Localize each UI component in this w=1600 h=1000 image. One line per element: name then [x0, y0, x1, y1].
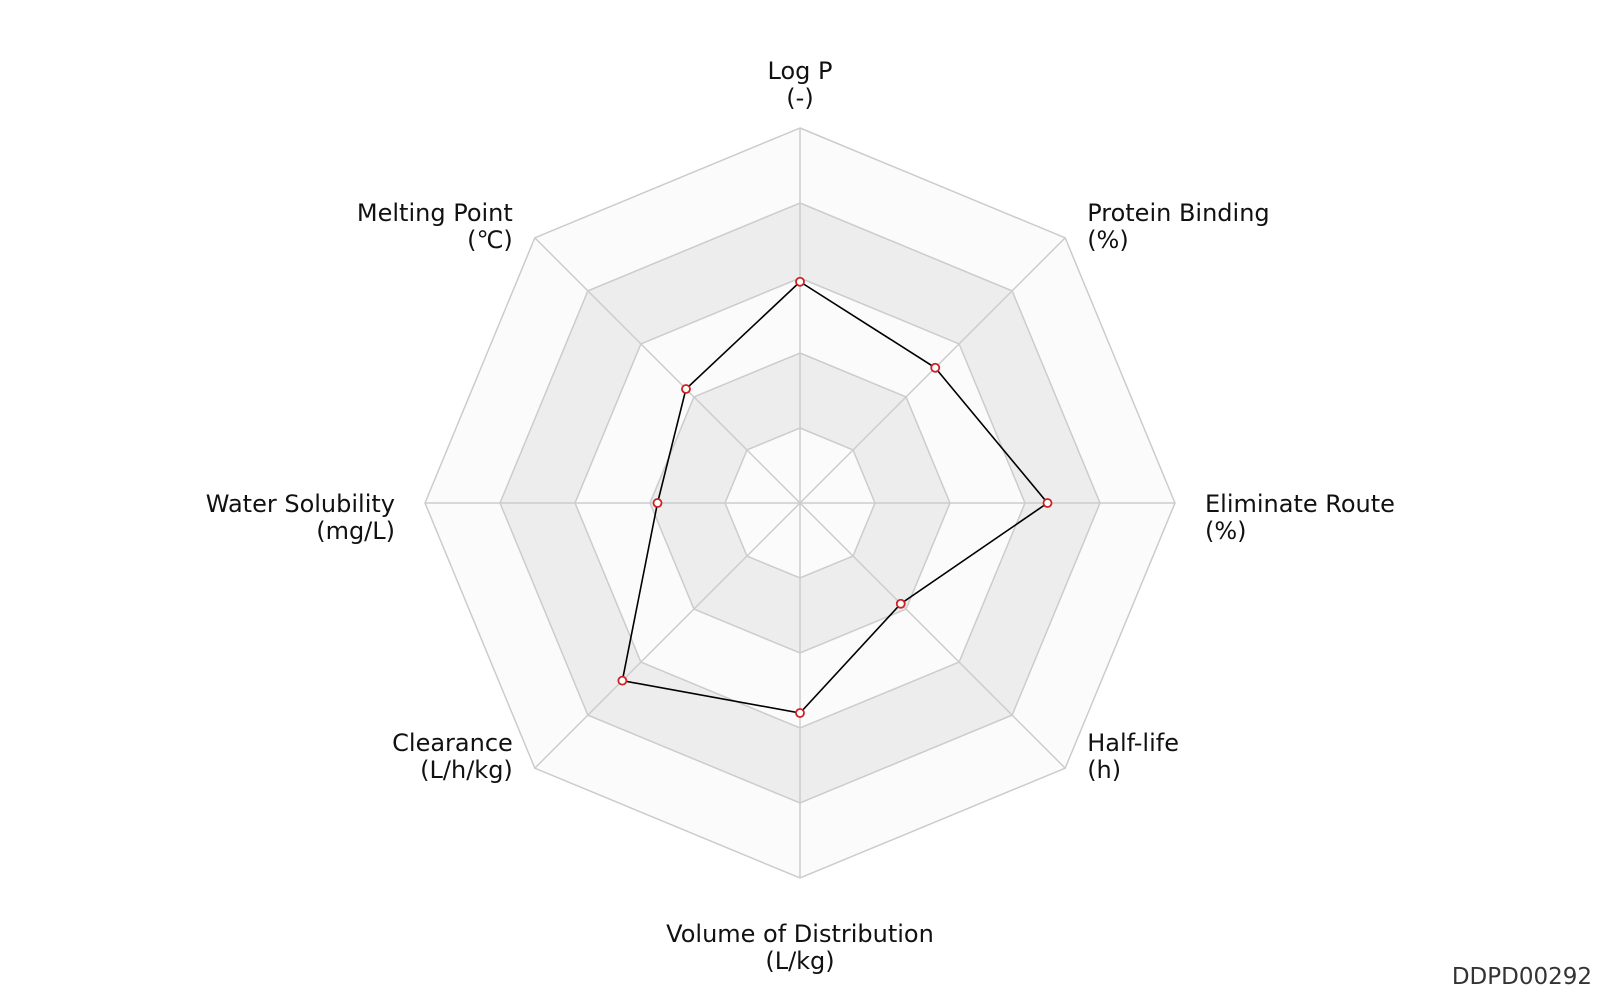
- axis-label-half-life: Half-life: [1087, 729, 1179, 757]
- radar-spokes: [425, 128, 1175, 878]
- data-point-4: [895, 598, 906, 609]
- data-point-7: [652, 498, 663, 508]
- axis-label-water-solubility: Water Solubility: [206, 490, 395, 518]
- axis-unit-protein-binding: (%): [1087, 226, 1129, 254]
- axis-unit-log-p: (-): [786, 84, 813, 112]
- axis-label-log-p: Log P: [768, 57, 833, 85]
- spoke-6: [534, 502, 801, 769]
- data-point-2: [930, 362, 941, 373]
- axis-label-protein-binding: Protein Binding: [1087, 199, 1269, 227]
- axis-label-clearance: Clearance: [392, 729, 513, 757]
- data-point-5: [795, 708, 805, 718]
- axis-label-volume-of-distribution: Volume of Distribution: [666, 920, 934, 948]
- axis-unit-melting-point: (℃): [467, 226, 513, 254]
- axis-unit-eliminate-route: (%): [1205, 517, 1247, 545]
- axis-unit-half-life: (h): [1087, 756, 1121, 784]
- axis-label-eliminate-route: Eliminate Route: [1205, 490, 1395, 518]
- data-point-3: [1042, 498, 1053, 508]
- data-point-6: [617, 675, 628, 686]
- record-id-label: DDPD00292: [1451, 964, 1592, 990]
- axis-unit-water-solubility: (mg/L): [316, 517, 395, 545]
- axis-unit-clearance: (L/h/kg): [420, 756, 513, 784]
- data-point-1: [795, 276, 805, 287]
- spoke-4: [799, 502, 1066, 769]
- data-point-8: [681, 384, 691, 394]
- spoke-8: [534, 237, 801, 504]
- radar-series: [617, 276, 1053, 718]
- axis-unit-volume-of-distribution: (L/kg): [765, 947, 834, 975]
- radar-axis-labels: Log P(-)Protein Binding(%)Eliminate Rout…: [206, 57, 1395, 975]
- axis-label-melting-point: Melting Point: [357, 199, 513, 227]
